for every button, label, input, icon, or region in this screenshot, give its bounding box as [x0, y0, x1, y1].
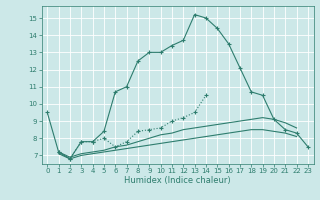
X-axis label: Humidex (Indice chaleur): Humidex (Indice chaleur) — [124, 176, 231, 185]
